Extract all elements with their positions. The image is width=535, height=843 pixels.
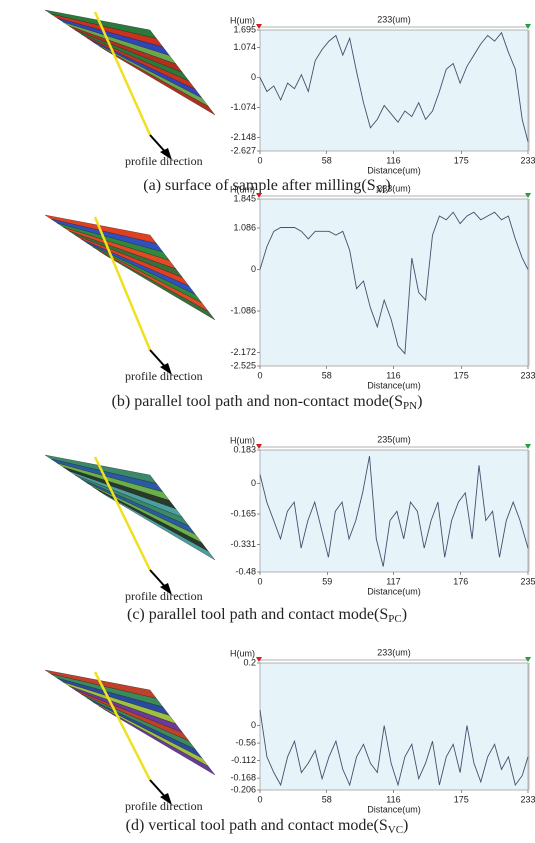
span-label: 233(um): [377, 647, 411, 657]
x-tick-label: 233: [520, 794, 535, 804]
caption-subscript: PN: [403, 400, 417, 412]
x-tick-label: 0: [257, 794, 262, 804]
caption-text: (a) surface of sample after milling(S: [143, 177, 375, 194]
image-label: profile direction: [125, 154, 203, 168]
y-tick-label: 1.845: [233, 193, 256, 203]
marker: [525, 444, 531, 449]
plot-area: [260, 199, 528, 366]
y-tick-label: -2.525: [230, 360, 256, 370]
image-label: profile direction: [125, 369, 203, 383]
y-tick-label: -0.331: [230, 539, 256, 549]
y-tick-label: -0.168: [230, 772, 256, 782]
caption-end: ): [417, 393, 422, 410]
y-tick-label: 0: [251, 478, 256, 488]
caption: (a) surface of sample after milling(SM): [143, 177, 390, 196]
y-tick-label: 1.074: [233, 42, 256, 52]
caption: (c) parallel tool path and contact mode(…: [127, 606, 407, 625]
y-tick-label: -0.56: [235, 737, 256, 747]
y-tick-label: -0.206: [230, 784, 256, 794]
marker: [256, 24, 262, 29]
x-tick-label: 233: [520, 155, 535, 165]
span-label: 233(um): [377, 14, 411, 24]
x-tick-label: 58: [322, 155, 332, 165]
x-tick-label: 176: [453, 576, 468, 586]
span-label: 235(um): [377, 434, 411, 444]
x-tick-label: 175: [454, 155, 469, 165]
marker: [256, 444, 262, 449]
y-tick-label: -0.112: [231, 755, 256, 765]
marker: [256, 193, 262, 198]
y-tick-label: 0: [251, 264, 256, 274]
span-label: 233(um): [377, 183, 411, 193]
x-tick-label: 175: [454, 370, 469, 380]
y-tick-label: 0.2: [243, 657, 256, 667]
caption-end: ): [403, 817, 408, 834]
caption: (b) parallel tool path and non-contact m…: [112, 393, 423, 412]
plot-area: [260, 30, 528, 151]
y-tick-label: -2.627: [230, 145, 256, 155]
y-tick-label: -1.086: [230, 305, 256, 315]
y-tick-label: 0.183: [233, 444, 256, 454]
y-tick-label: 1.086: [233, 222, 256, 232]
x-tick-label: 0: [257, 370, 262, 380]
image-label: profile direction: [125, 589, 203, 603]
y-tick-label: -0.48: [235, 566, 256, 576]
x-axis-title: Distance(um): [367, 804, 421, 814]
marker: [525, 657, 531, 662]
caption-text: (b) parallel tool path and non-contact m…: [112, 393, 403, 410]
y-tick-label: -0.165: [230, 508, 256, 518]
x-tick-label: 175: [454, 794, 469, 804]
x-tick-label: 116: [386, 370, 400, 380]
marker: [525, 193, 531, 198]
plot-area: [260, 450, 528, 572]
marker: [525, 24, 531, 29]
y-tick-label: -1.074: [230, 102, 256, 112]
x-tick-label: 58: [322, 794, 332, 804]
x-tick-label: 116: [386, 155, 400, 165]
x-tick-label: 59: [322, 576, 332, 586]
y-tick-label: 0: [251, 72, 256, 82]
x-tick-label: 117: [386, 576, 400, 586]
caption-subscript: VC: [388, 824, 403, 836]
caption-text: (c) parallel tool path and contact mode(…: [127, 606, 388, 623]
x-tick-label: 58: [322, 370, 332, 380]
x-tick-label: 0: [257, 576, 262, 586]
marker: [256, 657, 262, 662]
caption: (d) vertical tool path and contact mode(…: [126, 817, 409, 836]
y-tick-label: 0: [251, 720, 256, 730]
caption-end: ): [402, 606, 407, 623]
x-tick-label: 235: [520, 576, 535, 586]
x-tick-label: 233: [520, 370, 535, 380]
x-tick-label: 116: [386, 794, 400, 804]
x-axis-title: Distance(um): [367, 380, 421, 390]
figure: profile directionH(um)233(um)1.6951.0740…: [0, 0, 535, 843]
x-axis-title: Distance(um): [367, 586, 421, 596]
x-tick-label: 0: [257, 155, 262, 165]
y-tick-label: -2.172: [230, 347, 256, 357]
image-label: profile direction: [125, 799, 203, 813]
caption-text: (d) vertical tool path and contact mode(…: [126, 817, 388, 834]
y-tick-label: 1.695: [233, 24, 256, 34]
x-axis-title: Distance(um): [367, 165, 421, 175]
caption-subscript: PC: [388, 613, 401, 625]
y-tick-label: -2.148: [230, 132, 256, 142]
